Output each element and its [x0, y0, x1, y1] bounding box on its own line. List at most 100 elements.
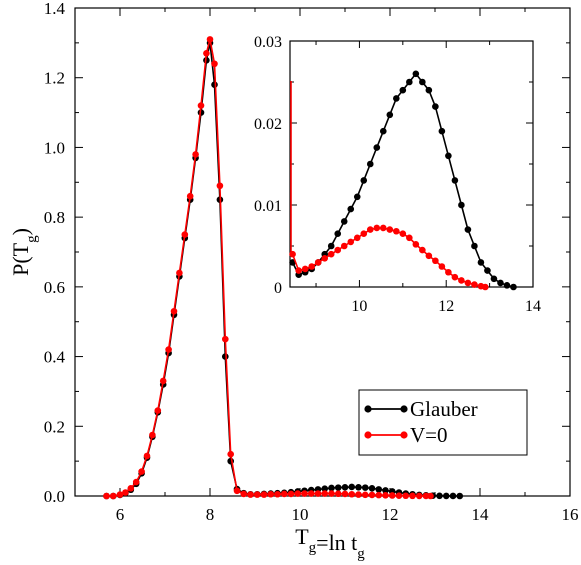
main-data-point — [247, 491, 254, 498]
inset-data-point — [353, 193, 361, 201]
inset-data-point — [490, 275, 498, 283]
inset-x-tick-label: 12 — [438, 298, 454, 315]
main-data-point — [427, 492, 434, 500]
main-data-point — [159, 377, 167, 385]
main-data-point — [138, 468, 145, 475]
inset-data-point — [327, 242, 335, 250]
x-tick-label: 14 — [472, 505, 490, 524]
main-axes: 6 8 10 12 14 16 0.0 0.2 0.4 0.6 0.8 1.0 1.2 1.4 — [44, 0, 579, 524]
main-data-point — [368, 491, 376, 499]
legend-marker — [400, 405, 408, 413]
y-tick-label: 0.0 — [44, 487, 65, 506]
inset-y-tick-label: 0.03 — [254, 34, 282, 51]
inset-data-point — [438, 263, 446, 270]
main-data-point — [328, 490, 335, 497]
main-data-point — [382, 492, 389, 499]
main-data-point — [449, 492, 457, 500]
inset-data-point — [334, 230, 342, 237]
inset-series — [289, 70, 517, 291]
inset-x-tick-label: 14 — [525, 298, 541, 315]
main-data-point — [233, 487, 241, 495]
y-tick-label: 0.8 — [44, 208, 65, 227]
x-axis-label: Tg=ln tg — [295, 524, 365, 562]
main-data-point — [388, 492, 396, 499]
inset-x-tick-label: 10 — [351, 298, 367, 315]
main-data-point — [361, 484, 369, 491]
main-data-point — [143, 452, 151, 460]
main-data-point — [170, 307, 178, 315]
main-data-point — [109, 492, 117, 500]
x-tick-label: 16 — [562, 505, 579, 524]
inset-data-point — [399, 86, 407, 94]
legend-label: V=0 — [410, 423, 448, 447]
inset-data-point — [393, 227, 400, 235]
main-data-point — [197, 102, 205, 109]
main-data-point — [415, 492, 423, 500]
main-data-point — [176, 269, 183, 277]
inset-data-point — [445, 268, 452, 276]
main-data-point — [260, 491, 268, 498]
inset-data-point — [412, 241, 420, 248]
inset-data-point — [477, 259, 485, 266]
inset-y-tick-label: 0.02 — [254, 116, 282, 133]
inset-data-point — [340, 242, 348, 250]
main-data-point — [314, 490, 322, 497]
inset-data-point — [379, 224, 387, 232]
main-data-point — [395, 492, 403, 499]
main-data-point — [103, 492, 110, 500]
main-data-point — [165, 346, 172, 353]
inset-data-point — [353, 234, 361, 242]
main-data-point — [341, 490, 349, 498]
inset-plot: 10 12 14 0 0.01 0.02 0.03 — [254, 34, 541, 315]
main-data-point — [348, 490, 356, 498]
inset-data-point — [412, 70, 420, 78]
inset-data-point — [438, 127, 446, 135]
y-axis-label: P(Tg) — [8, 228, 40, 276]
main-data-point — [149, 431, 156, 439]
x-tick-label: 10 — [292, 505, 309, 524]
inset-data-point — [347, 238, 355, 246]
main-data-point — [334, 484, 342, 491]
legend-marker — [364, 431, 372, 439]
main-data-point — [368, 485, 376, 492]
main-data-point — [192, 151, 199, 158]
main-data-point — [267, 490, 275, 498]
inset-data-point — [373, 144, 381, 151]
main-data-point — [216, 182, 224, 190]
inset-plot-frame — [289, 40, 534, 288]
main-data-point — [280, 490, 288, 498]
legend-box — [358, 389, 528, 456]
x-tick-label: 12 — [382, 505, 399, 524]
inset-data-point — [308, 263, 316, 270]
inset-data-point — [458, 201, 465, 209]
inset-data-point — [301, 265, 309, 273]
inset-data-point — [360, 230, 368, 237]
main-series-v-0 — [103, 36, 434, 500]
main-data-point — [122, 489, 129, 496]
x-tick-label: 6 — [116, 505, 125, 524]
y-tick-label: 0.4 — [44, 348, 66, 367]
x-tick-label: 8 — [206, 505, 215, 524]
inset-data-point — [295, 267, 302, 274]
main-data-point — [227, 450, 234, 458]
y-tick-label: 0.6 — [44, 278, 65, 297]
inset-y-tick-label: 0 — [274, 280, 282, 297]
legend-item-glauber: Glauber — [364, 397, 478, 421]
main-data-point — [307, 490, 315, 497]
inset-y-tick-label: 0.01 — [254, 198, 282, 215]
inset-data-point — [379, 127, 387, 135]
main-data-point — [132, 478, 140, 486]
main-data-point — [181, 231, 189, 238]
main-data-point — [294, 490, 302, 497]
main-data-point — [203, 50, 210, 57]
main-data-point — [456, 492, 464, 500]
inset-data-point — [510, 283, 517, 291]
inset-data-point — [451, 177, 459, 184]
main-data-point — [301, 490, 308, 497]
legend-marker — [364, 405, 372, 413]
main-data-point — [355, 483, 362, 491]
main-data-point — [287, 490, 295, 498]
inset-data-point — [321, 254, 329, 262]
